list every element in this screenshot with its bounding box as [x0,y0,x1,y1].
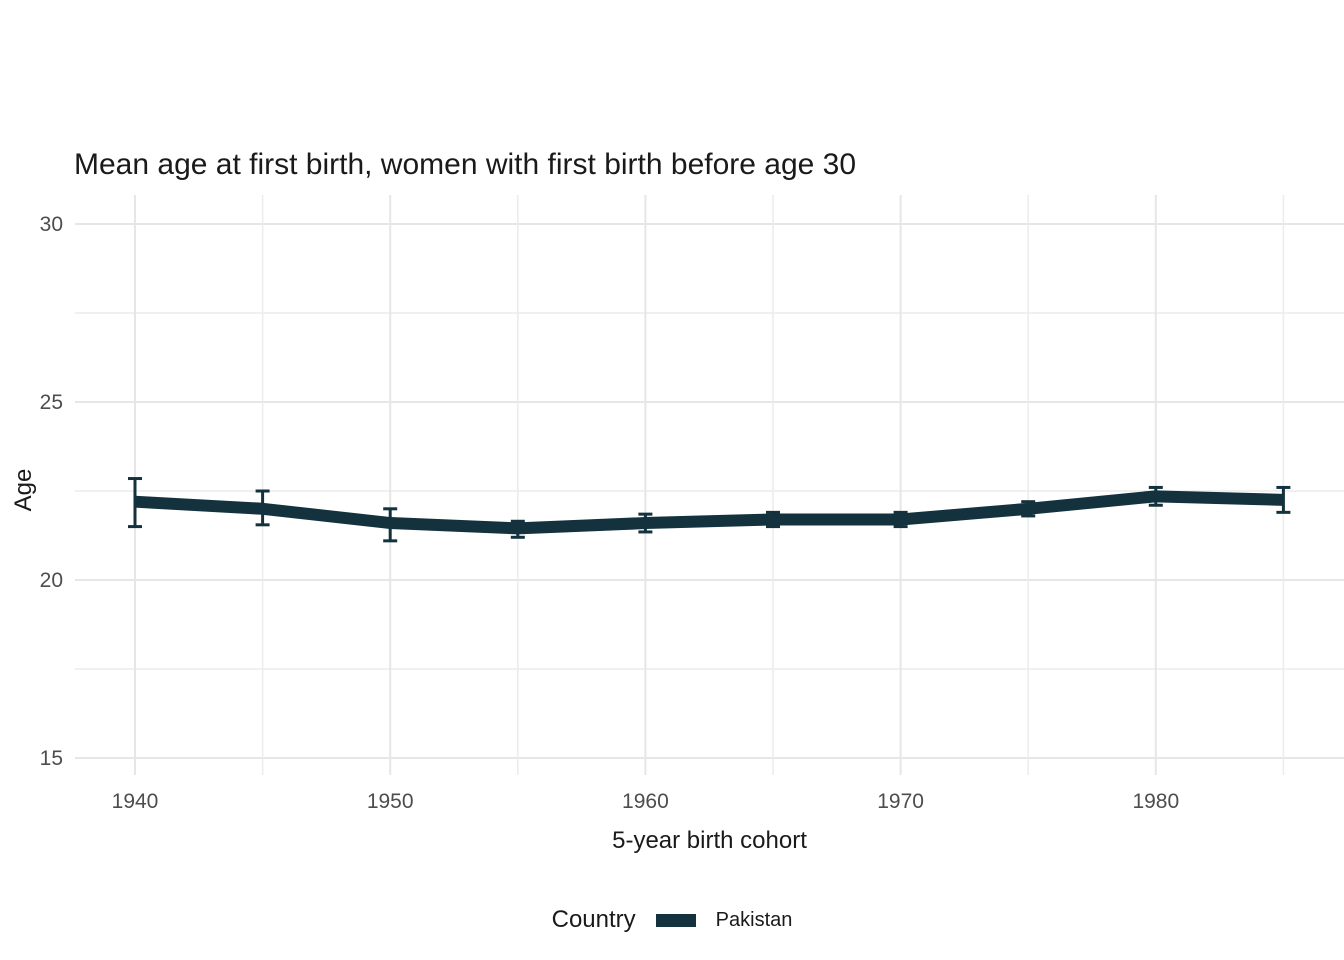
series-line-pakistan [134,490,1284,535]
y-tick-label: 30 [39,213,63,236]
y-axis-title-text: Age [10,468,37,512]
x-axis-title: 5-year birth cohort [612,827,807,854]
x-tick-label: 1940 [111,790,159,813]
legend-entry-pakistan: Pakistan [715,908,793,931]
y-axis-title: Age [10,445,38,535]
y-tick-label: 15 [39,747,63,770]
legend-title: Country [551,906,636,933]
x-tick-label: 1950 [366,790,414,813]
chart-title: Mean age at first birth, women with firs… [74,148,857,181]
y-tick-label: 25 [39,391,63,414]
y-tick-label: 20 [39,569,63,592]
x-tick-label: 1980 [1132,790,1180,813]
x-tick-label: 1960 [622,790,669,813]
legend: Country Pakistan [0,906,1344,934]
legend-swatch-pakistan [655,913,696,927]
x-tick-label: 1970 [877,790,924,813]
